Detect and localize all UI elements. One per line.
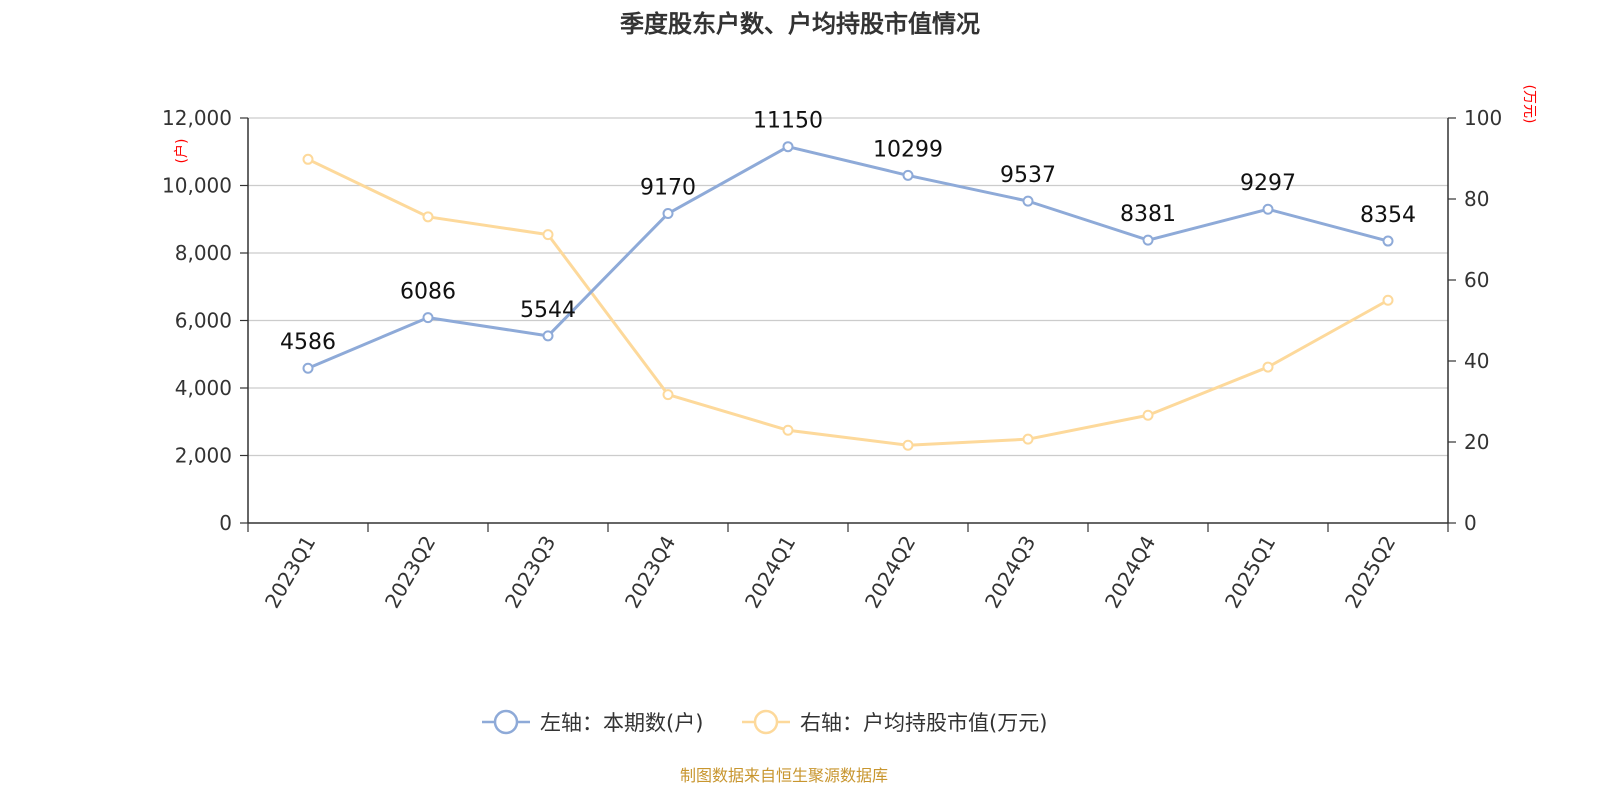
data-point [902,169,914,181]
right-tick-label: 80 [1464,187,1489,211]
data-point [1382,294,1394,306]
data-label: 11150 [753,109,823,134]
legend-swatch-marker [493,709,519,735]
data-point [1142,409,1154,421]
data-label: 6086 [400,280,456,305]
x-tick-label: 2024Q3 [980,532,1040,613]
left-tick-label: 6,000 [175,309,232,333]
data-label: 4586 [280,330,336,355]
x-tick-label: 2025Q1 [1220,532,1280,613]
legend-label: 右轴：户均持股市值(万元) [800,711,1047,735]
data-point [782,424,794,436]
chart-title: 季度股东户数、户均持股市值情况 [620,10,980,38]
data-point [902,439,914,451]
left-tick-label: 8,000 [175,241,232,265]
left-tick-label: 4,000 [175,376,232,400]
x-tick-label: 2024Q4 [1100,532,1160,613]
series-group [302,141,1394,451]
left-tick-label: 2,000 [175,444,232,468]
data-point [1022,195,1034,207]
data-point [782,141,794,153]
x-tick-label: 2025Q2 [1340,532,1400,613]
left-tick-label: 10,000 [162,174,232,198]
legend-label: 左轴：本期数(户) [540,711,703,735]
data-point [1142,234,1154,246]
legend-swatch-marker [753,709,779,735]
data-point [422,312,434,324]
series-line-holders [307,145,1389,370]
right-tick-label: 60 [1464,268,1489,292]
x-tick-label: 2023Q3 [500,532,560,613]
data-point [542,229,554,241]
data-point [302,153,314,165]
data-label: 9297 [1240,171,1296,196]
right-axis-unit: (万元) [1521,85,1537,124]
data-labels: 4586 6086 5544 9170 11150 10299 9537 8381 9297 83… [280,109,1416,356]
data-point [302,362,314,374]
right-tick-label: 0 [1464,511,1477,535]
data-label: 8354 [1360,203,1416,228]
x-tick-label: 2024Q1 [740,532,800,613]
data-point [542,330,554,342]
data-label: 9170 [640,176,696,201]
data-point [662,208,674,220]
right-tick-label: 40 [1464,349,1489,373]
x-tick-label: 2023Q2 [380,532,440,613]
data-point [1022,433,1034,445]
series-line-avg-value [307,157,1389,447]
data-label: 5544 [520,298,576,323]
legend[interactable]: 左轴：本期数(户) 右轴：户均持股市值(万元) [482,709,1047,735]
right-tick-label: 20 [1464,430,1489,454]
right-tick-label: 100 [1464,106,1502,130]
left-tick-label: 12,000 [162,106,232,130]
source-note: 制图数据来自恒生聚源数据库 [680,766,888,785]
data-point [662,389,674,401]
data-point [422,211,434,223]
x-tick-label: 2023Q1 [260,532,320,613]
data-label: 10299 [873,137,943,162]
data-label: 8381 [1120,202,1176,227]
left-axis-unit: (户) [173,139,190,164]
left-tick-label: 0 [219,511,232,535]
data-point [1382,235,1394,247]
data-label: 9537 [1000,163,1056,188]
x-tick-label: 2024Q2 [860,532,920,613]
x-tick-label: 2023Q4 [620,532,680,613]
data-point [1262,361,1274,373]
axes: 0 2,000 4,000 6,000 8,000 10,000 12,000 0 20 40 60… [162,106,1502,612]
data-point [1262,203,1274,215]
